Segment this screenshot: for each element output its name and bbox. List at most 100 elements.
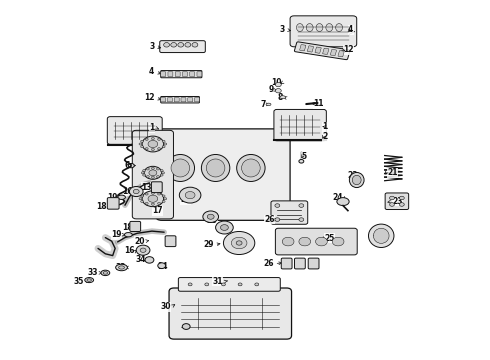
Circle shape <box>299 218 304 221</box>
Ellipse shape <box>164 42 170 47</box>
Circle shape <box>136 245 150 255</box>
Circle shape <box>275 82 281 87</box>
Circle shape <box>139 143 142 145</box>
FancyBboxPatch shape <box>178 278 280 291</box>
FancyBboxPatch shape <box>174 98 179 102</box>
Text: 25: 25 <box>324 234 335 243</box>
Circle shape <box>182 324 190 329</box>
Text: 32: 32 <box>116 264 126 272</box>
Text: 5: 5 <box>301 152 306 161</box>
Circle shape <box>145 193 148 195</box>
Text: 35: 35 <box>74 277 84 286</box>
Circle shape <box>399 196 404 200</box>
Circle shape <box>133 189 139 194</box>
Ellipse shape <box>171 42 176 47</box>
Circle shape <box>160 170 163 172</box>
Circle shape <box>158 138 161 140</box>
Circle shape <box>129 186 143 197</box>
Ellipse shape <box>185 42 191 47</box>
Circle shape <box>128 163 134 168</box>
FancyBboxPatch shape <box>322 48 329 54</box>
Text: 10: 10 <box>271 77 282 86</box>
Circle shape <box>141 140 144 142</box>
Circle shape <box>156 168 159 170</box>
Circle shape <box>148 140 158 148</box>
Text: 27: 27 <box>377 231 388 240</box>
Circle shape <box>151 203 154 205</box>
Circle shape <box>162 172 165 174</box>
FancyBboxPatch shape <box>130 221 141 231</box>
Text: 28: 28 <box>207 216 218 225</box>
FancyBboxPatch shape <box>300 45 306 51</box>
Circle shape <box>236 241 242 245</box>
Circle shape <box>238 283 242 286</box>
Ellipse shape <box>124 233 132 237</box>
Text: 13: 13 <box>142 183 152 192</box>
Ellipse shape <box>336 24 343 31</box>
Circle shape <box>316 237 327 246</box>
FancyBboxPatch shape <box>197 72 202 77</box>
Text: 34: 34 <box>136 256 146 264</box>
Circle shape <box>151 138 154 140</box>
Text: 31: 31 <box>213 277 223 286</box>
Circle shape <box>147 176 149 178</box>
Circle shape <box>332 237 344 246</box>
Text: 8: 8 <box>278 93 283 102</box>
FancyBboxPatch shape <box>161 98 166 102</box>
Circle shape <box>223 231 255 255</box>
Ellipse shape <box>242 159 260 177</box>
Circle shape <box>162 195 165 197</box>
FancyBboxPatch shape <box>161 71 202 78</box>
Text: 23: 23 <box>392 197 402 206</box>
Ellipse shape <box>201 154 230 181</box>
Text: 16: 16 <box>124 246 135 256</box>
Circle shape <box>142 136 164 152</box>
Text: 2: 2 <box>322 132 328 141</box>
Circle shape <box>158 148 161 150</box>
Text: 26: 26 <box>264 215 274 224</box>
Ellipse shape <box>206 159 225 177</box>
Text: 24: 24 <box>333 194 343 202</box>
FancyBboxPatch shape <box>290 16 357 47</box>
FancyBboxPatch shape <box>385 193 409 210</box>
Text: 11: 11 <box>314 99 324 108</box>
Circle shape <box>145 148 148 150</box>
Circle shape <box>299 204 304 207</box>
FancyBboxPatch shape <box>330 49 337 56</box>
FancyBboxPatch shape <box>294 42 350 60</box>
FancyBboxPatch shape <box>294 258 305 269</box>
FancyBboxPatch shape <box>275 228 357 255</box>
Ellipse shape <box>178 42 184 47</box>
Circle shape <box>142 191 164 207</box>
Ellipse shape <box>166 154 195 181</box>
Circle shape <box>148 195 158 202</box>
Text: 3: 3 <box>149 42 154 51</box>
FancyBboxPatch shape <box>165 236 176 247</box>
Circle shape <box>390 196 394 200</box>
Ellipse shape <box>85 278 94 283</box>
FancyBboxPatch shape <box>107 198 119 209</box>
Circle shape <box>143 170 146 172</box>
Text: 21: 21 <box>387 168 397 177</box>
Ellipse shape <box>368 224 394 248</box>
FancyBboxPatch shape <box>188 98 193 102</box>
Text: 3: 3 <box>280 25 285 34</box>
Text: 1: 1 <box>322 122 328 131</box>
Text: 19: 19 <box>111 230 122 239</box>
Circle shape <box>275 218 280 221</box>
Circle shape <box>158 193 161 195</box>
FancyBboxPatch shape <box>281 258 292 269</box>
Circle shape <box>282 237 294 246</box>
FancyBboxPatch shape <box>271 201 308 224</box>
Circle shape <box>145 257 154 263</box>
FancyBboxPatch shape <box>168 72 173 77</box>
Circle shape <box>185 192 195 199</box>
Text: 13: 13 <box>167 237 177 246</box>
Text: 1: 1 <box>149 123 154 132</box>
Circle shape <box>149 170 157 176</box>
Text: 14: 14 <box>157 262 167 271</box>
FancyBboxPatch shape <box>190 72 195 77</box>
Ellipse shape <box>266 103 271 106</box>
Circle shape <box>299 237 311 246</box>
Text: 9: 9 <box>268 85 273 94</box>
